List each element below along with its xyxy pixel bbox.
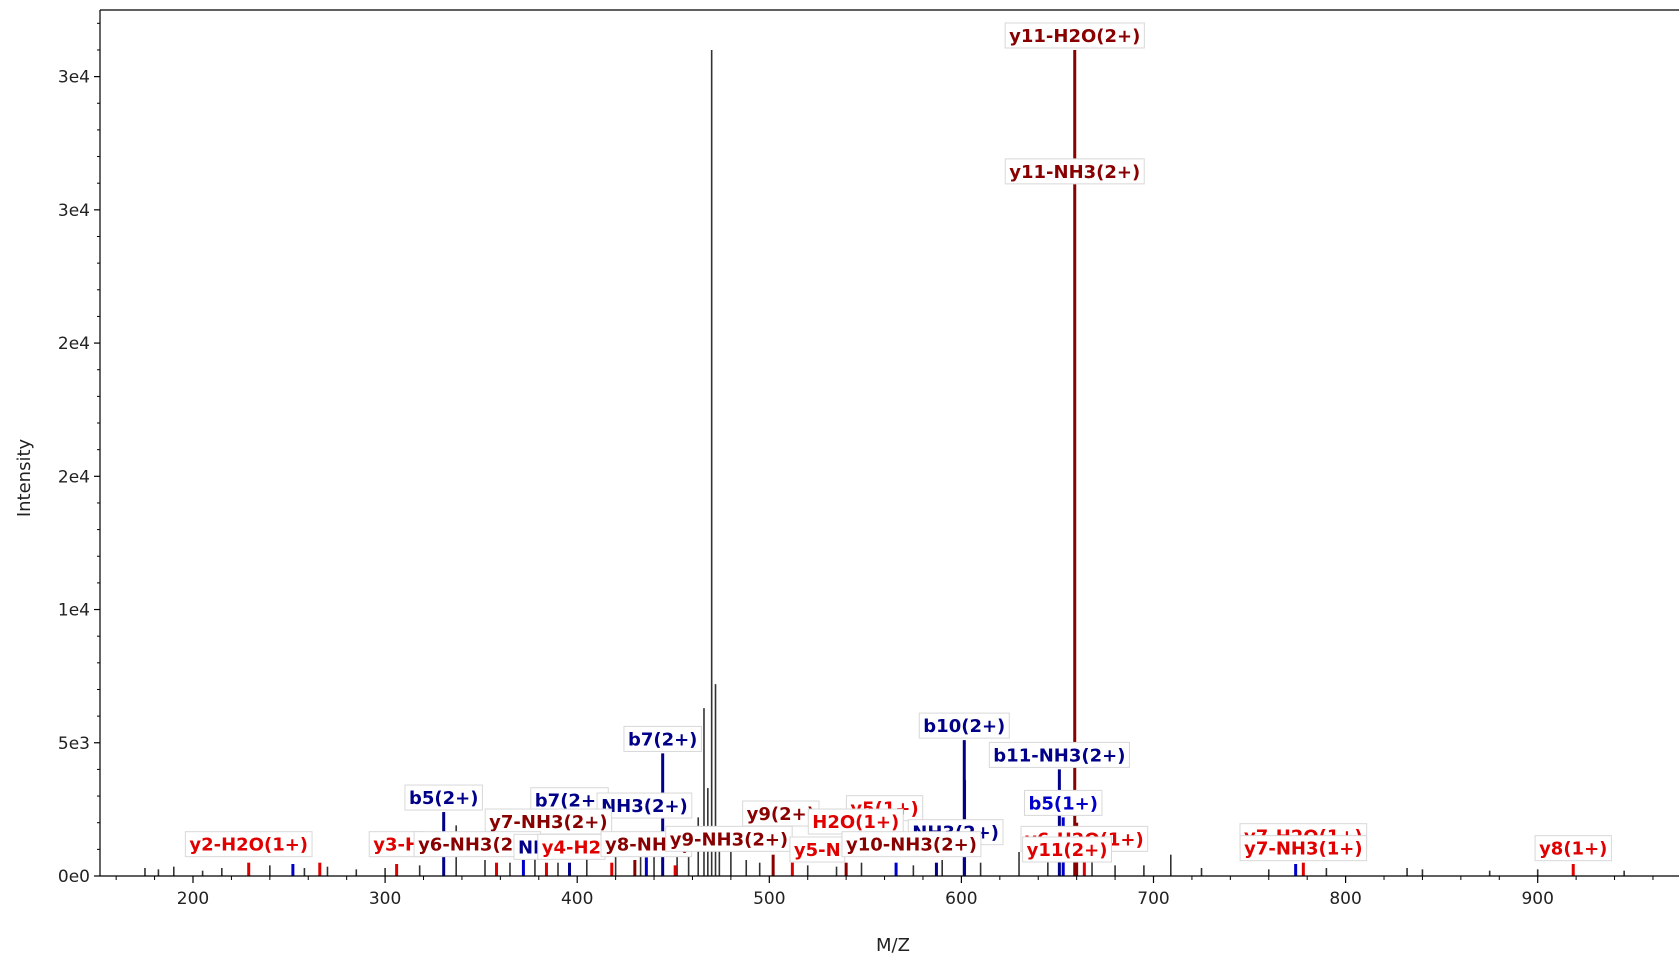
annotation-label: b7(2+) — [535, 791, 604, 812]
y-tick-label: 0e0 — [58, 867, 90, 887]
annotation-box — [789, 836, 846, 863]
x-tick-label: 500 — [753, 889, 785, 909]
annotation-box — [1004, 22, 1145, 49]
annotation-box — [1239, 835, 1368, 862]
annotation-box — [404, 784, 483, 811]
annotation-label: y7-NH3(1+) — [1244, 839, 1362, 860]
y-tick-label: 1e4 — [58, 601, 90, 621]
annotation-label: y2-H2O(1+) — [189, 835, 308, 856]
annotation-label: y5-N — [794, 840, 841, 861]
annotation-box — [537, 833, 606, 860]
x-tick-label: 700 — [1137, 889, 1169, 909]
annotation-label: y11-H2O(2+) — [1009, 26, 1140, 47]
annotation-box — [1534, 835, 1612, 862]
axes-layer: 0e0 5e3 1e4 2e4 2e4 3e4 3e4 200 300 400 500 600 700 8… — [58, 9, 1679, 909]
annotation-label: b11-NH3(2+) — [993, 745, 1125, 766]
annotation-label: y4-H2 — [542, 837, 601, 858]
peak-annotation: y9(2+) — [742, 800, 820, 827]
annotation-box — [184, 831, 313, 858]
peak-annotation: y11-H2O(2+) — [1004, 22, 1145, 49]
x-tick-label: 400 — [561, 889, 593, 909]
peak-annotation: y11-NH3(2+) — [1004, 158, 1145, 185]
peak-annotation: y10-NH3(2+) — [841, 831, 982, 858]
x-tick-label: 900 — [1521, 889, 1553, 909]
x-tick-label: 300 — [369, 889, 401, 909]
peak-annotation: y9-NH3(2+) — [665, 825, 793, 852]
y-tick-label: 2e4 — [58, 334, 90, 354]
y-tick-label: 3e4 — [58, 201, 90, 221]
annotation-label: b10(2+) — [923, 716, 1005, 737]
y-tick-label: 3e4 — [58, 68, 90, 88]
annotation-label: y9(2+) — [747, 804, 815, 825]
y-tick-label: 2e4 — [58, 467, 90, 487]
annotation-box — [988, 741, 1130, 768]
annotation-label: b5(2+) — [409, 788, 478, 809]
annotation-label: y10-NH3(2+) — [846, 835, 977, 856]
annotation-label: b5(1+) — [1028, 793, 1097, 814]
peak-annotation: b10(2+) — [918, 712, 1010, 739]
x-tick-label: 800 — [1329, 889, 1361, 909]
annotations-layer: y11-H2O(2+) y11-NH3(2+) b7(2+) b10(2+) b11-N… — [184, 22, 1612, 863]
peak-annotation: b7(2+) — [623, 725, 702, 752]
annotation-label: y11(2+) — [1027, 840, 1108, 861]
peak-annotation: H2O(1+) — [807, 808, 904, 835]
annotation-label: y9-NH3(2+) — [670, 829, 788, 850]
peak-annotation: y8(1+) — [1534, 835, 1612, 862]
annotation-label: H2O(1+) — [812, 812, 899, 833]
annotation-box — [596, 792, 693, 819]
annotation-box — [807, 808, 904, 835]
peak-annotation: b11-NH3(2+) — [988, 741, 1130, 768]
annotation-label: y11-NH3(2+) — [1009, 162, 1140, 183]
annotation-label: y6-NH3(2+) — [418, 835, 536, 856]
annotation-box — [742, 800, 820, 827]
peak-annotation: y5-N — [789, 836, 846, 863]
peak-annotation: y7-NH3(1+) — [1239, 835, 1368, 862]
x-tick-label: 200 — [177, 889, 209, 909]
peak-annotation: NH3(2+) — [596, 792, 693, 819]
peak-annotation: b5(2+) — [404, 784, 483, 811]
annotation-box — [623, 725, 702, 752]
y-axis-title: Intensity — [14, 438, 35, 517]
y-tick-label: 5e3 — [58, 734, 90, 754]
peak-annotation: y2-H2O(1+) — [184, 831, 313, 858]
x-axis-title: M/Z — [876, 935, 910, 956]
annotation-box — [1004, 158, 1145, 185]
annotation-box — [841, 831, 982, 858]
peak-annotation: y4-H2 — [537, 833, 606, 860]
annotation-box — [1022, 836, 1112, 863]
annotation-box — [918, 712, 1010, 739]
annotation-box — [665, 825, 793, 852]
x-tick-label: 600 — [945, 889, 977, 909]
annotation-box — [484, 808, 613, 835]
peak-annotation: y7-NH3(2+) — [484, 808, 613, 835]
annotation-label: NH3(2+) — [601, 796, 688, 817]
peak-annotation: b5(1+) — [1023, 789, 1103, 816]
peak-annotation: y11(2+) — [1022, 836, 1112, 863]
annotation-label: b7(2+) — [628, 729, 697, 750]
annotation-label: y8(1+) — [1539, 839, 1607, 860]
annotation-label: y3-H — [373, 835, 420, 856]
annotation-box — [1023, 789, 1103, 816]
annotation-label: y7-NH3(2+) — [489, 812, 607, 833]
